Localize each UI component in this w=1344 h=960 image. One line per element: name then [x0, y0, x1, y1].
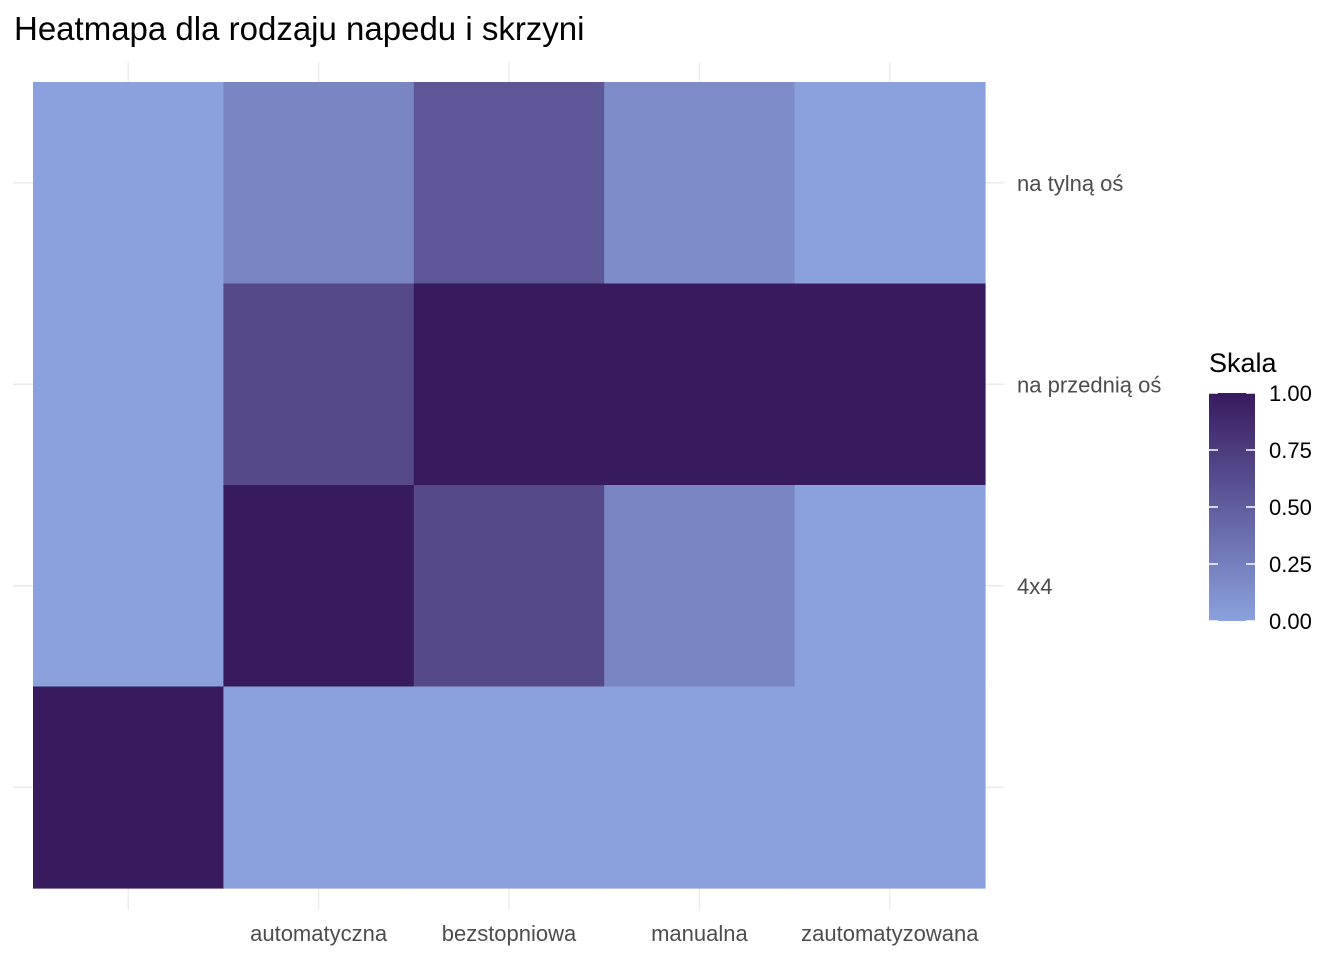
legend-tick-label: 0.50: [1269, 495, 1312, 520]
y-tick-label: 4x4: [1017, 574, 1052, 599]
heatmap-cell: [794, 485, 986, 688]
legend-title: Skala: [1209, 348, 1277, 378]
heatmap-cell: [413, 82, 605, 285]
color-legend: 1.00 0.75 0.50 0.25 0.00: [1209, 381, 1312, 634]
heatmap-cell: [33, 686, 224, 889]
heatmap-cell: [223, 485, 415, 688]
heatmap-cell: [413, 283, 605, 486]
heatmap-cell: [33, 82, 224, 285]
legend-tick-label: 0.75: [1269, 438, 1312, 463]
heatmap-cells: [33, 82, 986, 889]
y-tick-label: na przednią oś: [1017, 372, 1161, 397]
heatmap-cell: [794, 686, 986, 889]
x-tick-label: zautomatyzowana: [801, 921, 979, 946]
heatmap-cell: [33, 485, 224, 688]
heatmap-cell: [223, 82, 415, 285]
x-tick-label: automatyczna: [250, 921, 388, 946]
heatmap-cell: [223, 283, 415, 486]
x-tick-labels: automatyczna bezstopniowa manualna zautomat…: [250, 921, 979, 946]
heatmap-cell: [604, 686, 796, 889]
heatmap-cell: [33, 283, 224, 486]
chart-title: Heatmapa dla rodzaju napedu i skrzyni: [14, 10, 585, 47]
heatmap-cell: [604, 82, 796, 285]
y-tick-labels: na tylną oś na przednią oś 4x4: [1017, 171, 1161, 599]
x-tick-label: manualna: [651, 921, 748, 946]
heatmap-cell: [794, 283, 986, 486]
heatmap-cell: [223, 686, 415, 889]
heatmap-cell: [604, 485, 796, 688]
legend-tick-label: 1.00: [1269, 381, 1312, 406]
x-tick-label: bezstopniowa: [442, 921, 577, 946]
heatmap-cell: [413, 485, 605, 688]
legend-tick-label: 0.25: [1269, 552, 1312, 577]
heatmap-cell: [794, 82, 986, 285]
heatmap-cell: [604, 283, 796, 486]
legend-tick-label: 0.00: [1269, 609, 1312, 634]
y-tick-label: na tylną oś: [1017, 171, 1123, 196]
heatmap-cell: [413, 686, 605, 889]
